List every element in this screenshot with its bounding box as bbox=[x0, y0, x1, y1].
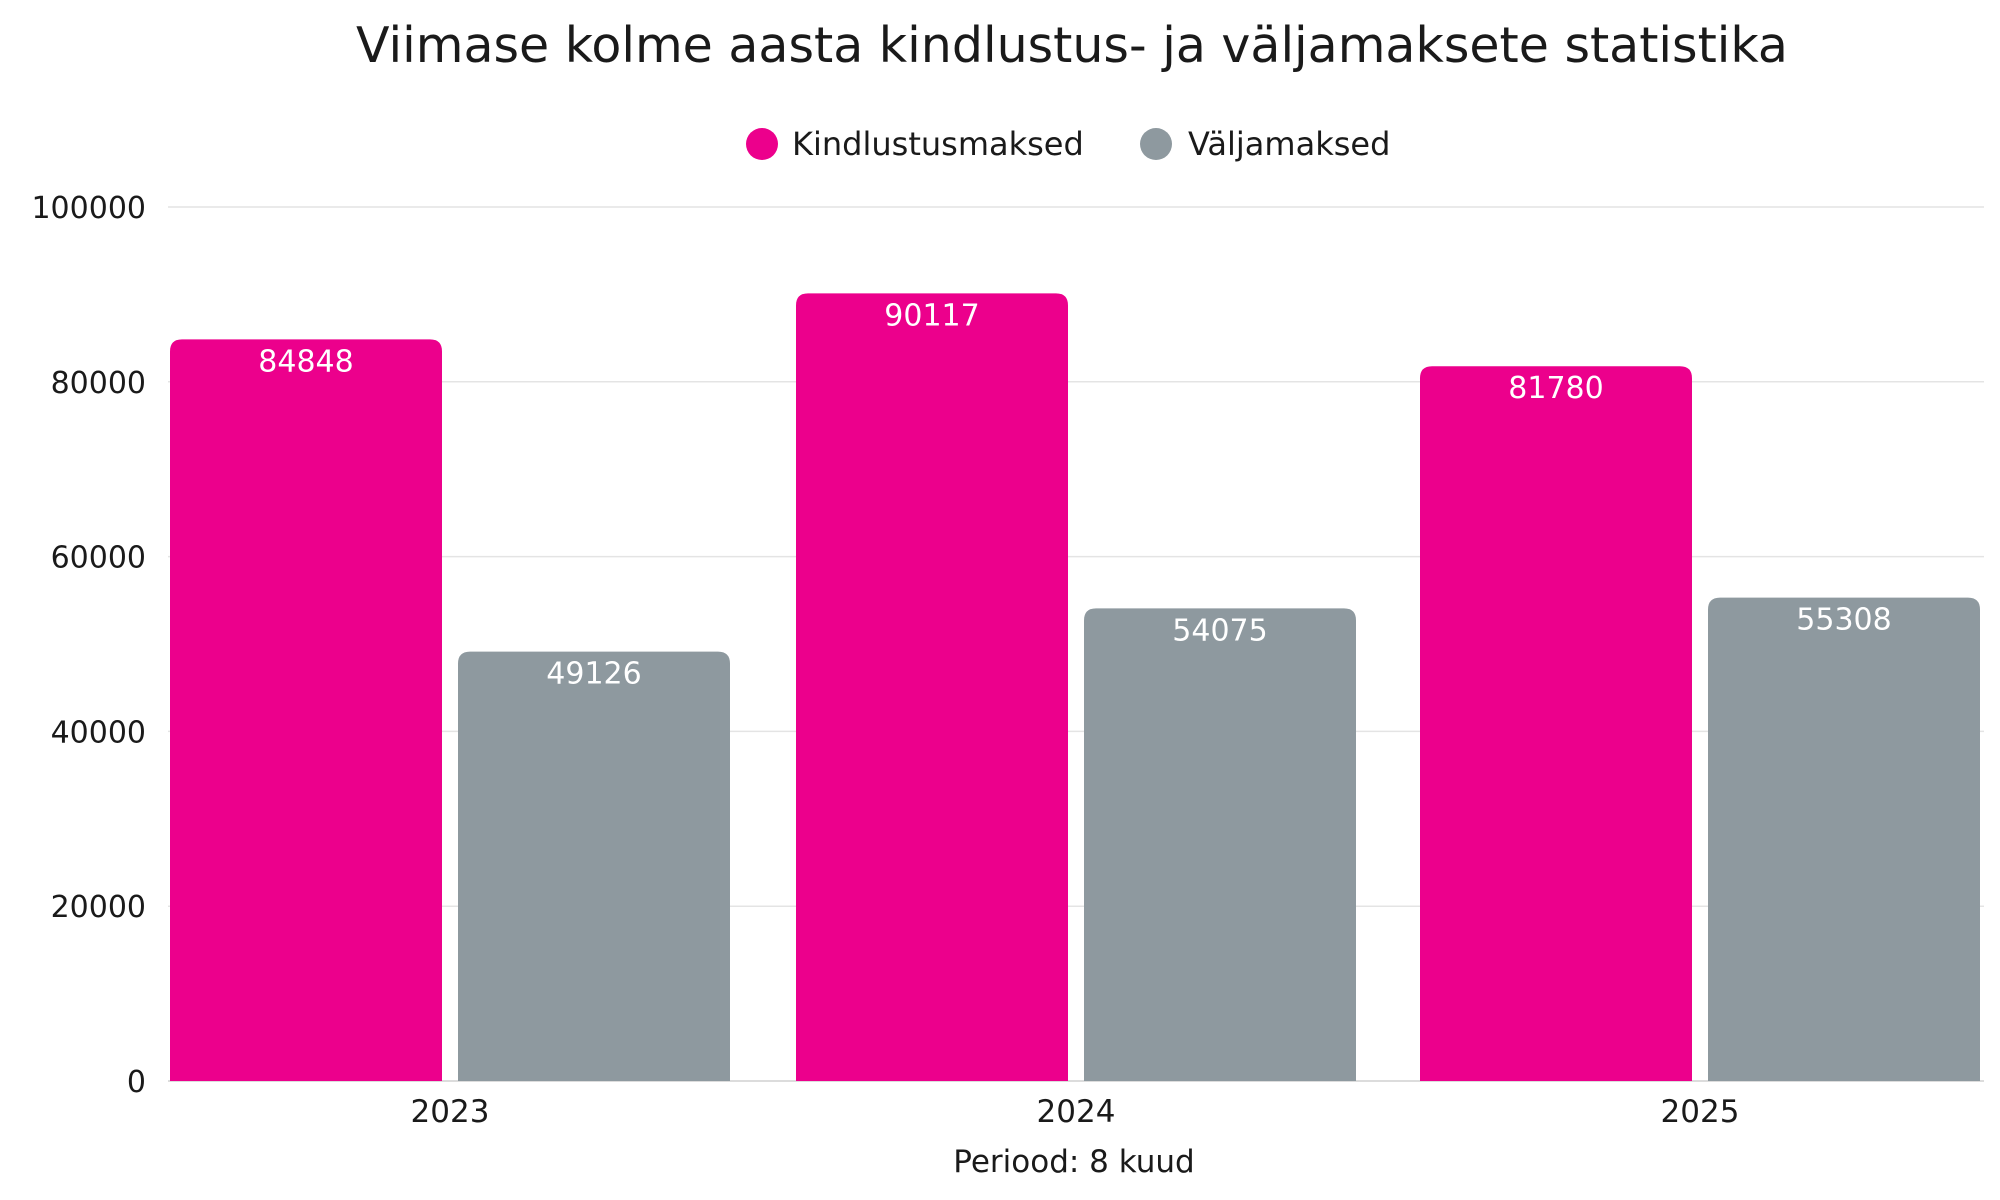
bar-kindlustusmaksed-2025 bbox=[1420, 366, 1692, 1081]
y-tick-label: 20000 bbox=[51, 890, 146, 925]
legend-marker-kindlustusmaksed bbox=[746, 128, 778, 160]
y-tick-label: 0 bbox=[127, 1065, 146, 1100]
data-label: 54075 bbox=[1172, 613, 1267, 648]
x-tick-label: 2023 bbox=[411, 1094, 490, 1130]
data-label: 84848 bbox=[258, 344, 353, 379]
bar-valjamaksed-2025 bbox=[1708, 597, 1980, 1081]
bars bbox=[170, 293, 1980, 1081]
bar-kindlustusmaksed-2024 bbox=[796, 293, 1068, 1081]
y-axis-ticks: 0 20000 40000 60000 80000 100000 bbox=[31, 191, 146, 1100]
x-tick-label: 2024 bbox=[1037, 1094, 1116, 1130]
legend-label-valjamaksed: Väljamaksed bbox=[1188, 125, 1390, 163]
legend: Kindlustusmaksed Väljamaksed bbox=[746, 125, 1390, 163]
data-label: 55308 bbox=[1796, 603, 1891, 638]
y-tick-label: 80000 bbox=[51, 366, 146, 401]
data-label: 49126 bbox=[546, 657, 641, 692]
y-tick-label: 60000 bbox=[51, 541, 146, 576]
data-labels: 84848 49126 90117 54075 81780 55308 bbox=[258, 298, 1891, 691]
bar-valjamaksed-2024 bbox=[1084, 608, 1356, 1081]
bar-kindlustusmaksed-2023 bbox=[170, 339, 442, 1081]
x-axis-ticks: 2023 2024 2025 bbox=[411, 1094, 1740, 1130]
bar-valjamaksed-2023 bbox=[458, 651, 730, 1081]
legend-marker-valjamaksed bbox=[1140, 128, 1172, 160]
y-tick-label: 100000 bbox=[31, 191, 146, 226]
data-label: 90117 bbox=[884, 298, 979, 333]
chart-title: Viimase kolme aasta kindlustus- ja välja… bbox=[356, 17, 1788, 74]
data-label: 81780 bbox=[1508, 371, 1603, 406]
y-tick-label: 40000 bbox=[51, 715, 146, 750]
x-axis-label: Periood: 8 kuud bbox=[953, 1144, 1194, 1180]
legend-label-kindlustusmaksed: Kindlustusmaksed bbox=[792, 125, 1084, 163]
x-tick-label: 2025 bbox=[1661, 1094, 1740, 1130]
